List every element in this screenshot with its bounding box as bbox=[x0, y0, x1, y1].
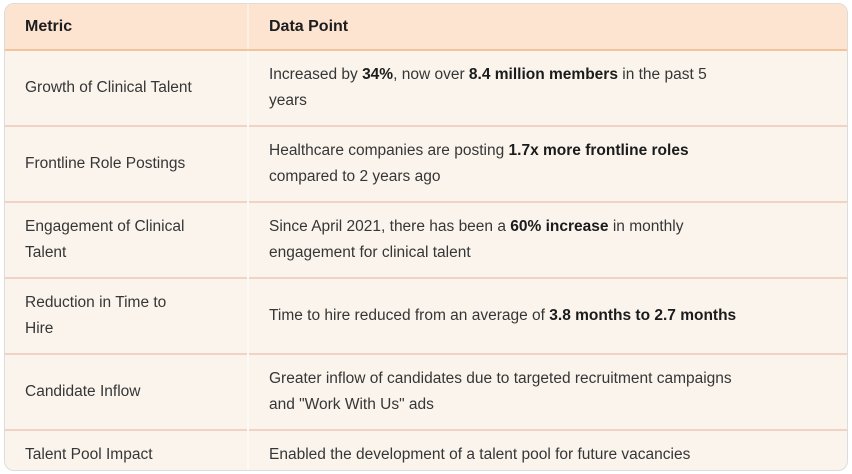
data-point-highlight: 3.8 months to 2.7 months bbox=[549, 307, 737, 324]
data-point-text: Time to hire reduced from an average of bbox=[269, 307, 550, 324]
data-point-highlight: 8.4 million members bbox=[468, 66, 618, 83]
metric-cell: Reduction in Time to Hire bbox=[5, 277, 249, 354]
metrics-table: Metric Data Point Growth of Clinical Tal… bbox=[5, 4, 847, 470]
data-point-text: in monthly engagement for clinical talen… bbox=[269, 218, 684, 261]
table-row: Frontline Role Postings Healthcare compan… bbox=[5, 125, 847, 202]
metric-cell: Engagement of Clinical Talent bbox=[5, 201, 249, 278]
metric-cell: Talent Pool Impact bbox=[5, 429, 249, 470]
data-point-highlight: 60% increase bbox=[510, 218, 609, 235]
table-row: Growth of Clinical Talent Increased by 34… bbox=[5, 50, 847, 126]
table-body: Growth of Clinical Talent Increased by 34… bbox=[5, 50, 847, 470]
metric-cell: Candidate Inflow bbox=[5, 353, 249, 430]
data-point-cell: Increased by 34%, now over 8.4 million m… bbox=[248, 50, 847, 126]
data-point-text: , now over bbox=[393, 66, 469, 83]
data-point-text: in the past 5 years bbox=[269, 66, 707, 109]
metric-cell: Frontline Role Postings bbox=[5, 125, 249, 202]
data-point-cell: Since April 2021, there has been a 60% i… bbox=[248, 201, 847, 278]
table-row: Reduction in Time to Hire Time to hire re… bbox=[5, 277, 847, 354]
data-point-cell: Enabled the development of a talent pool… bbox=[248, 429, 847, 470]
table-row: Candidate Inflow Greater inflow of candid… bbox=[5, 353, 847, 430]
metrics-card: Metric Data Point Growth of Clinical Tal… bbox=[4, 3, 848, 471]
data-point-text: Increased by bbox=[269, 66, 363, 83]
header-row: Metric Data Point bbox=[5, 4, 847, 51]
data-point-cell: Healthcare companies are posting 1.7x mo… bbox=[248, 125, 847, 202]
metric-cell: Growth of Clinical Talent bbox=[5, 50, 249, 126]
data-point-cell: Greater inflow of candidates due to targ… bbox=[248, 353, 847, 430]
data-point-highlight: 34% bbox=[362, 66, 394, 83]
table-row: Talent Pool Impact Enabled the developmen… bbox=[5, 429, 847, 470]
data-point-highlight: 1.7x more frontline roles bbox=[508, 142, 689, 159]
data-point-text: Greater inflow of candidates due to targ… bbox=[269, 370, 732, 413]
data-point-text: Healthcare companies are posting bbox=[269, 142, 509, 159]
column-header-metric: Metric bbox=[5, 4, 249, 51]
column-header-data-point: Data Point bbox=[248, 4, 847, 51]
data-point-text: Enabled the development of a talent pool… bbox=[269, 446, 691, 463]
data-point-text: compared to 2 years ago bbox=[269, 168, 441, 185]
data-point-text: Since April 2021, there has been a bbox=[269, 218, 511, 235]
data-point-cell: Time to hire reduced from an average of … bbox=[248, 277, 847, 354]
table-row: Engagement of Clinical Talent Since April… bbox=[5, 201, 847, 278]
